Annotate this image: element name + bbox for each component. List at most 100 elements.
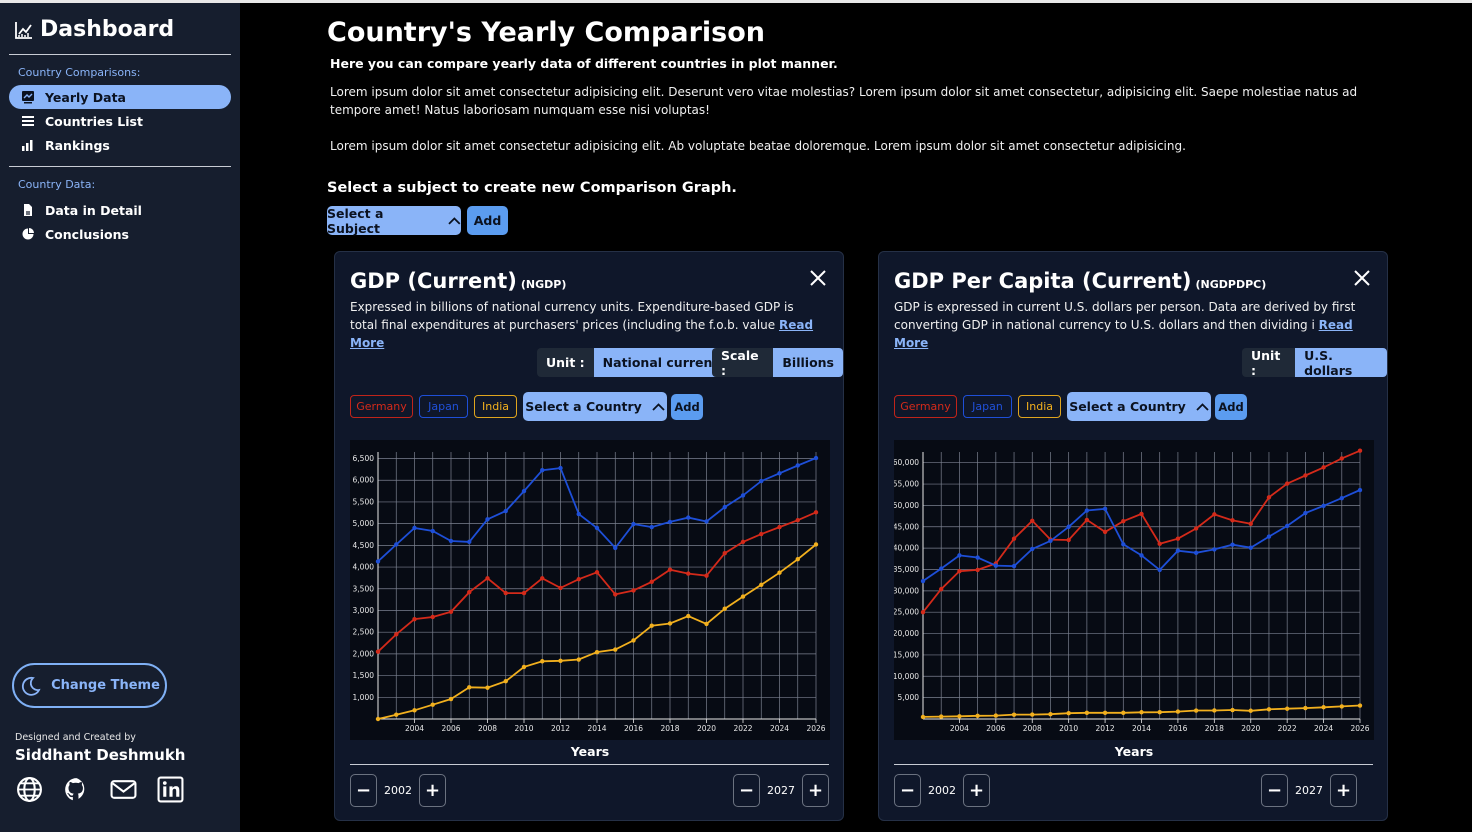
sidebar-item-yearly-data[interactable]: Yearly Data <box>9 85 231 109</box>
sidebar-item-countries-list[interactable]: Countries List <box>9 109 231 133</box>
data-point-japan <box>412 525 417 531</box>
select-country-label: Select a Country <box>1069 399 1186 414</box>
decrement-button[interactable]: − <box>733 774 760 807</box>
data-point-japan <box>1084 508 1090 513</box>
divider <box>894 764 1373 765</box>
data-point-germany <box>1303 473 1308 478</box>
x-tick-label: 2020 <box>1241 724 1260 733</box>
start-year-value[interactable]: 2002 <box>928 784 956 797</box>
author-name: Siddhant Deshmukh <box>15 746 186 764</box>
page-title: Country's Yearly Comparison <box>327 17 765 48</box>
data-point-germany <box>430 614 435 620</box>
scale-tag: Scale : Billions <box>712 348 843 377</box>
increment-button[interactable]: + <box>802 774 829 807</box>
add-country-button[interactable]: Add <box>1215 394 1247 420</box>
data-point-germany <box>957 568 962 574</box>
add-label: Add <box>1218 400 1244 414</box>
page-subtitle: Here you can compare yearly data of diff… <box>330 56 838 71</box>
increment-button[interactable]: + <box>419 774 446 807</box>
country-chip-germany[interactable]: Germany <box>350 395 413 418</box>
x-tick-label: 2024 <box>770 724 789 733</box>
data-point-india <box>594 649 600 655</box>
data-point-japan <box>503 508 508 514</box>
country-chip-germany[interactable]: Germany <box>894 395 957 418</box>
close-icon[interactable] <box>809 269 827 287</box>
data-point-india <box>1230 707 1235 713</box>
data-point-japan <box>957 553 962 558</box>
data-point-japan <box>1066 524 1071 529</box>
add-subject-button[interactable]: Add <box>467 206 508 235</box>
data-point-germany <box>795 517 800 523</box>
end-year-value[interactable]: 2027 <box>767 784 795 797</box>
github-icon[interactable] <box>63 776 90 803</box>
select-country-dropdown[interactable]: Select a Country <box>1067 392 1211 421</box>
data-point-japan <box>576 511 581 517</box>
data-point-japan <box>521 488 527 494</box>
decrement-button[interactable]: − <box>894 774 921 807</box>
sidebar-item-conclusions[interactable]: Conclusions <box>9 222 231 246</box>
data-point-india <box>412 708 417 713</box>
select-subject-dropdown[interactable]: Select a Subject <box>327 206 461 236</box>
y-tick-label: 1,000 <box>353 693 375 702</box>
sidebar-item-data-in-detail[interactable]: Data in Detail <box>9 198 231 222</box>
data-point-japan <box>1121 542 1126 547</box>
country-chip-japan[interactable]: Japan <box>419 395 468 418</box>
data-point-germany <box>1339 456 1344 461</box>
data-point-japan <box>777 471 782 476</box>
data-point-japan <box>430 528 435 534</box>
globe-icon[interactable] <box>16 776 43 803</box>
read-more-link[interactable]: Read More <box>350 318 814 350</box>
x-tick-label: 2022 <box>733 724 752 733</box>
change-theme-button[interactable]: Change Theme <box>12 663 167 708</box>
end-year-stepper: − 2027 + <box>733 774 829 807</box>
data-point-germany <box>412 616 417 622</box>
increment-button[interactable]: + <box>1330 774 1357 807</box>
x-tick-label: 2024 <box>1314 724 1333 733</box>
add-country-button[interactable]: Add <box>671 394 703 420</box>
data-point-india <box>430 702 435 707</box>
decrement-button[interactable]: − <box>350 774 377 807</box>
x-tick-label: 2008 <box>1023 724 1042 733</box>
read-more-link[interactable]: Read More <box>894 318 1353 350</box>
sidebar-item-rankings[interactable]: Rankings <box>9 133 231 157</box>
close-icon[interactable] <box>1353 269 1371 287</box>
data-point-japan <box>1193 550 1199 556</box>
bar-chart-icon <box>22 140 33 151</box>
increment-button[interactable]: + <box>963 774 990 807</box>
data-point-germany <box>613 592 618 597</box>
linkedin-icon[interactable] <box>157 776 184 803</box>
data-point-india <box>576 657 581 662</box>
data-point-india <box>1121 710 1126 716</box>
country-chip-japan[interactable]: Japan <box>963 395 1012 418</box>
card-title: GDP (Current) (NGDP) <box>350 269 566 293</box>
data-point-india <box>1030 712 1035 717</box>
brand[interactable]: Dashboard <box>14 17 174 42</box>
card-title: GDP Per Capita (Current) (NGDPDPC) <box>894 269 1266 293</box>
data-point-japan <box>1102 506 1108 512</box>
start-year-value[interactable]: 2002 <box>384 784 412 797</box>
select-country-dropdown[interactable]: Select a Country <box>523 392 667 421</box>
decrement-button[interactable]: − <box>1261 774 1288 807</box>
sidebar-divider <box>9 54 231 55</box>
x-tick-label: 2026 <box>806 724 825 733</box>
sidebar-item-label: Rankings <box>45 137 110 153</box>
data-point-japan <box>667 519 673 525</box>
start-year-stepper: − 2002 + <box>350 774 446 807</box>
list-icon <box>22 116 34 126</box>
data-point-india <box>1175 709 1181 714</box>
mail-icon[interactable] <box>110 776 137 803</box>
chart-icon <box>22 91 34 104</box>
data-point-japan <box>540 468 545 473</box>
country-chip-india[interactable]: India <box>1018 395 1061 418</box>
data-point-germany <box>1011 536 1017 541</box>
end-year-value[interactable]: 2027 <box>1295 784 1323 797</box>
data-point-india <box>704 621 709 627</box>
data-point-germany <box>920 610 926 615</box>
country-chip-india[interactable]: India <box>474 395 517 418</box>
data-point-japan <box>740 493 746 498</box>
add-label: Add <box>674 400 700 414</box>
data-point-germany <box>975 567 980 573</box>
sidebar-item-label: Countries List <box>45 113 143 129</box>
data-point-japan <box>558 465 563 471</box>
data-point-japan <box>1357 487 1363 493</box>
